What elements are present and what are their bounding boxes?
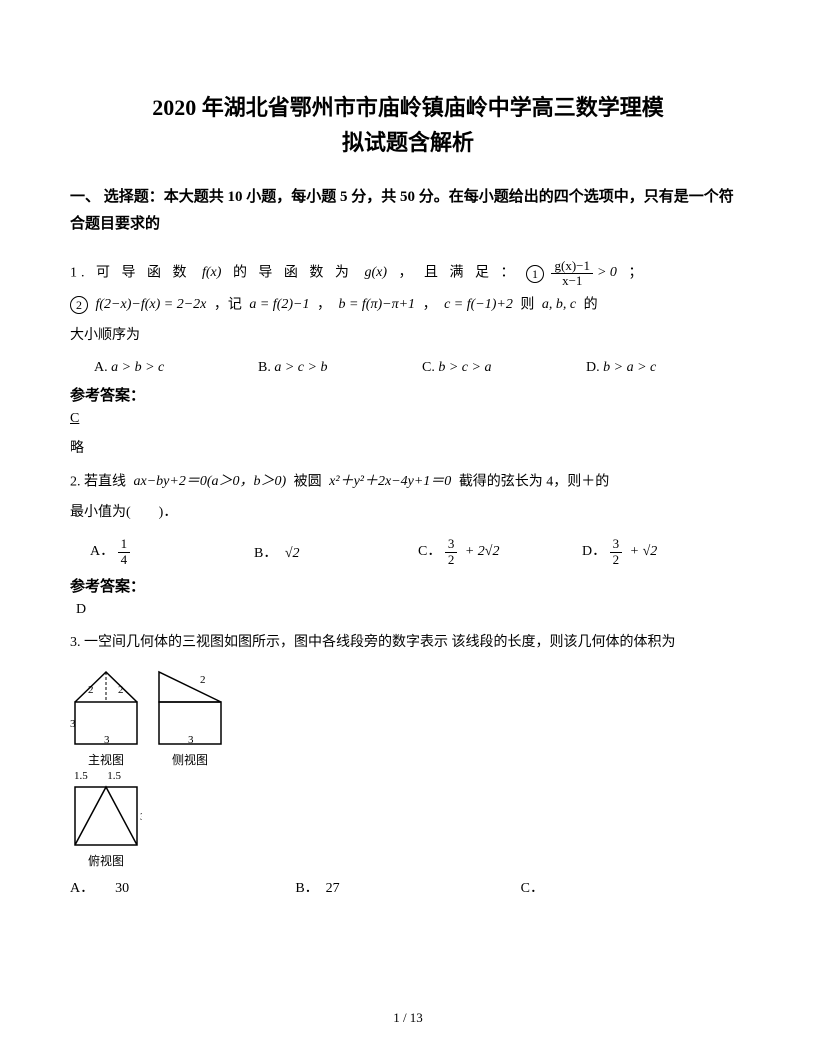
q2-a-den: 4	[118, 553, 131, 567]
q1-adef: a = f(2)−1	[249, 290, 309, 321]
svg-text:2: 2	[118, 684, 124, 696]
svg-text:3: 3	[104, 734, 110, 746]
q1-mid1: 的 导 函 数 为	[233, 266, 361, 281]
svg-text:2: 2	[88, 684, 94, 696]
dim-15-b: 1.5	[107, 770, 121, 782]
q2-opt-b: B． √2	[254, 542, 418, 562]
q3-opt-c: C．	[521, 877, 746, 897]
q1-opt-a: A. a > b > c	[94, 360, 250, 376]
title-line-2: 拟试题含解析	[342, 130, 474, 155]
section-1-header: 一、 选择题：本大题共 10 小题，每小题 5 分，共 50 分。在每小题给出的…	[70, 184, 746, 238]
q2-options: A． 1 4 B． √2 C． 3 2 + 2√2 D． 3 2 + √2	[90, 537, 746, 567]
q2-c-label: C．	[418, 544, 441, 559]
q1-answer-label: 参考答案：	[70, 384, 746, 405]
q2-c-frac: 3 2	[445, 537, 458, 567]
q2-c-tail: + 2√2	[465, 544, 500, 560]
q2-line-2: 最小值为( )．	[70, 498, 746, 529]
q2-suffix: 截得的弦长为 4，则＋的	[459, 475, 610, 490]
top-dim-row: 1.5 1.5	[74, 770, 746, 782]
title-line-1: 2020 年湖北省鄂州市市庙岭镇庙岭中学高三数学理模	[152, 95, 664, 120]
q1-opt-c: C. b > c > a	[422, 360, 578, 376]
q2-line-1: 2. 若直线 ax−by+2＝0(a＞0，b＞0) 被圆 x²＋y²＋2x−4y…	[70, 467, 746, 498]
q2-d-frac: 3 2	[610, 537, 623, 567]
q1-mid2: ， 且 满 足 ：	[398, 266, 518, 281]
circled-2: 2	[70, 296, 88, 314]
q2-circle-eq: x²＋y²＋2x−4y+1＝0	[329, 467, 451, 498]
q1-semi: ；	[628, 266, 642, 281]
circled-1: 1	[526, 265, 544, 283]
q2-a-frac: 1 4	[118, 537, 131, 567]
q1-c1: ，	[317, 297, 331, 312]
q1-fx: f(x)	[202, 258, 221, 289]
q2-d-den: 2	[610, 553, 623, 567]
top-view-label: 俯视图	[88, 852, 124, 869]
top-view-box: 3 俯视图	[70, 782, 142, 869]
q2-c-den: 2	[445, 553, 458, 567]
svg-text:3: 3	[188, 734, 194, 746]
q2-a-label: A．	[90, 544, 114, 559]
q1-abc: a, b, c	[542, 290, 576, 321]
question-2: 2. 若直线 ax−by+2＝0(a＞0，b＞0) 被圆 x²＋y²＋2x−4y…	[70, 467, 746, 529]
q1-line-2: 2 f(2−x)−f(x) = 2−2x ，记 a = f(2)−1 ， b =…	[70, 290, 746, 321]
side-view-svg: 2 3	[154, 667, 226, 749]
tv-row-2: 3 俯视图	[70, 782, 746, 869]
svg-text:3: 3	[140, 811, 142, 823]
q3-opt-b: B． 27	[295, 877, 520, 897]
main-view-svg: 2 2 3 3	[70, 667, 142, 749]
q1-opt-d: D. b > a > c	[586, 360, 742, 376]
q2-opt-d: D． 3 2 + √2	[582, 537, 746, 567]
side-view-box: 2 3 侧视图	[154, 667, 226, 768]
q2-d-label: D．	[582, 544, 606, 559]
q2-b-label: B．	[254, 546, 277, 561]
q2-answer-label: 参考答案：	[70, 575, 746, 596]
q1-line-3: 大小顺序为	[70, 321, 746, 352]
q2-mid: 被圆	[294, 475, 326, 490]
q1-gt0: > 0	[597, 258, 617, 289]
tv-row-1: 2 2 3 3 主视图 2 3 侧视图	[70, 667, 746, 768]
three-view-figure: 2 2 3 3 主视图 2 3 侧视图 1.5	[70, 667, 746, 869]
dim-15-a: 1.5	[74, 770, 88, 782]
top-view-svg: 3	[70, 782, 142, 850]
main-view-box: 2 2 3 3 主视图	[70, 667, 142, 768]
q1-opt-b: B. a > c > b	[258, 360, 414, 376]
q1-cond2: f(2−x)−f(x) = 2−2x	[96, 290, 207, 321]
q1-prefix: 1. 可 导 函 数	[70, 266, 198, 281]
q2-line-eq: ax−by+2＝0(a＞0，b＞0)	[134, 467, 287, 498]
q1-mid4: 则	[520, 297, 534, 312]
q1-gx: g(x)	[364, 258, 387, 289]
q1-line-1: 1. 可 导 函 数 f(x) 的 导 函 数 为 g(x) ， 且 满 足 ：…	[70, 258, 746, 289]
q1-options: A. a > b > c B. a > c > b C. b > c > a D…	[90, 360, 746, 376]
q2-opt-c: C． 3 2 + 2√2	[418, 537, 582, 567]
q1-frac-den: x−1	[551, 274, 593, 288]
q2-b-val: √2	[285, 546, 300, 562]
q2-opt-a: A． 1 4	[90, 537, 254, 567]
q2-c-num: 3	[445, 537, 458, 552]
q2-d-num: 3	[610, 537, 623, 552]
q2-d-tail: + √2	[630, 544, 658, 560]
q1-mid3: ，记	[214, 297, 242, 312]
q3-opt-a: A． 30	[70, 877, 295, 897]
q1-brief: 略	[70, 437, 746, 457]
q1-cdef: c = f(−1)+2	[444, 290, 513, 321]
svg-text:2: 2	[200, 674, 206, 686]
q2-answer: D	[76, 602, 746, 618]
svg-text:3: 3	[70, 718, 76, 730]
q1-tail: 的	[584, 297, 598, 312]
question-1: 1. 可 导 函 数 f(x) 的 导 函 数 为 g(x) ， 且 满 足 ：…	[70, 258, 746, 352]
q2-a-num: 1	[118, 537, 131, 552]
exam-title: 2020 年湖北省鄂州市市庙岭镇庙岭中学高三数学理模 拟试题含解析	[70, 90, 746, 160]
exam-page: 2020 年湖北省鄂州市市庙岭镇庙岭中学高三数学理模 拟试题含解析 一、 选择题…	[0, 0, 816, 1056]
q1-c2: ，	[423, 297, 437, 312]
page-number: 1 / 13	[0, 1010, 816, 1026]
q3-options: A． 30 B． 27 C．	[70, 877, 746, 897]
q1-answer: C	[70, 411, 746, 427]
q1-fraction: g(x)−1 x−1	[551, 259, 593, 289]
q2-prefix: 2. 若直线	[70, 475, 130, 490]
side-view-label: 侧视图	[172, 751, 208, 768]
question-3: 3. 一空间几何体的三视图如图所示，图中各线段旁的数字表示 该线段的长度，则该几…	[70, 628, 746, 659]
q1-bdef: b = f(π)−π+1	[338, 290, 415, 321]
q1-frac-num: g(x)−1	[551, 259, 593, 274]
main-view-label: 主视图	[88, 751, 124, 768]
